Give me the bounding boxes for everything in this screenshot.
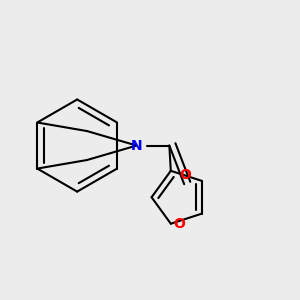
Text: N: N <box>131 139 142 152</box>
Text: O: O <box>180 168 192 182</box>
Text: O: O <box>173 217 185 231</box>
